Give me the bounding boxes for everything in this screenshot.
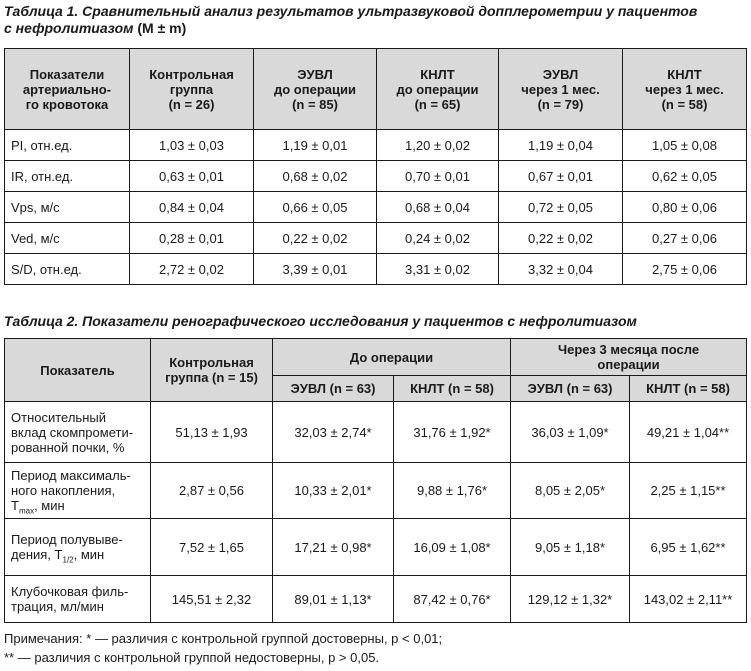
table1-header-eswl-before: ЭУВЛ до операции (n = 85) <box>253 48 377 130</box>
table1-cell: 3,39 ± 0,01 <box>253 253 377 285</box>
table1-row: IR, отн.ед. 0,63 ± 0,01 0,68 ± 0,02 0,70… <box>4 160 747 192</box>
table1-caption: Таблица 1. Сравнительный анализ результа… <box>4 3 697 37</box>
footnote-not-significant: ** — различия с контрольной группой недо… <box>4 650 380 665</box>
table1-cell: 3,31 ± 0,02 <box>376 253 499 285</box>
table1-cell: 0,84 ± 0,04 <box>129 191 254 223</box>
table1-cell: 0,66 ± 0,05 <box>253 191 377 223</box>
table2-cell: 16,09 ± 1,08* <box>393 518 511 576</box>
table2-cell: 36,03 ± 1,09* <box>510 401 630 463</box>
table2-cell: 9,05 ± 1,18* <box>510 518 630 576</box>
table1-caption-tail: с нефролитиазом <box>4 20 134 36</box>
table2-cell: 17,21 ± 0,98* <box>272 518 394 576</box>
table1-cell: 0,80 ± 0,06 <box>622 191 747 223</box>
table1-caption-stat: (M ± m) <box>137 20 187 36</box>
table2: Показатель Контрольная группа (n = 15) Д… <box>4 338 748 623</box>
table2-cell: 31,76 ± 1,92* <box>393 401 511 463</box>
table1-cell: 0,72 ± 0,05 <box>498 191 623 223</box>
table2-cell: 2,87 ± 0,56 <box>150 462 273 519</box>
table2-header-before: До операции <box>272 338 511 376</box>
table2-cell: 87,42 ± 0,76* <box>393 575 511 623</box>
table1-header-pcnl-before: КНЛТ до операции (n = 65) <box>376 48 499 130</box>
table1-header-pcnl-after: КНЛТ через 1 мес. (n = 58) <box>622 48 747 130</box>
table1-cell: 1,20 ± 0,02 <box>376 129 499 161</box>
table1-cell: 0,22 ± 0,02 <box>498 222 623 254</box>
table2-row-label: Период полувыве- дения, T1/2, мин <box>4 518 151 576</box>
table2-cell: 10,33 ± 2,01* <box>272 462 394 519</box>
table2-header-control: Контрольная группа (n = 15) <box>150 338 273 402</box>
table2-cell: 89,01 ± 1,13* <box>272 575 394 623</box>
table1-caption-line2: с нефролитиазом (M ± m) <box>4 20 697 37</box>
footnotes: Примечания: * — различия с контрольной г… <box>4 629 442 667</box>
table2-cell: 7,52 ± 1,65 <box>150 518 273 576</box>
table2-cell: 6,95 ± 1,62** <box>628 518 748 576</box>
table2-cell: 51,13 ± 1,93 <box>150 401 273 463</box>
table1-row: S/D, отн.ед. 2,72 ± 0,02 3,39 ± 0,01 3,3… <box>4 253 747 285</box>
table2-subheader: КНЛТ (n = 58) <box>393 375 511 402</box>
table1-cell: 0,27 ± 0,06 <box>622 222 747 254</box>
table1-cell: 0,68 ± 0,04 <box>376 191 499 223</box>
table2-row: Относительный вклад скомпромети- рованно… <box>4 401 748 463</box>
table2-row: Клубочковая филь- трация, мл/мин 145,51 … <box>4 575 748 623</box>
table1-cell: 1,19 ± 0,01 <box>253 129 377 161</box>
table1-cell: 0,67 ± 0,01 <box>498 160 623 192</box>
table2-subheader: ЭУВЛ (n = 63) <box>510 375 630 402</box>
table1-row-label: PI, отн.ед. <box>4 129 130 161</box>
table1-cell: 0,62 ± 0,05 <box>622 160 747 192</box>
table1-cell: 1,03 ± 0,03 <box>129 129 254 161</box>
table1-cell: 0,22 ± 0,02 <box>253 222 377 254</box>
table2-header-after: Через 3 месяца после операции <box>509 338 748 376</box>
table1: Показатели артериально- го кровотока Кон… <box>4 48 747 285</box>
table1-cell: 2,75 ± 0,06 <box>622 253 747 285</box>
table1-cell: 0,63 ± 0,01 <box>129 160 254 192</box>
table1-row: PI, отн.ед. 1,03 ± 0,03 1,19 ± 0,01 1,20… <box>4 129 747 161</box>
table2-row: Период максималь- ного накопления, Tmax,… <box>4 462 748 519</box>
table2-subheader-row: ЭУВЛ (n = 63) КНЛТ (n = 58) ЭУВЛ (n = 63… <box>5 375 748 402</box>
table1-header-row: Показатели артериально- го кровотока Кон… <box>4 48 747 130</box>
table1-cell: 1,05 ± 0,08 <box>622 129 747 161</box>
table2-row: Период полувыве- дения, T1/2, мин 7,52 ±… <box>4 518 748 576</box>
table2-row-label: Клубочковая филь- трация, мл/мин <box>4 575 151 623</box>
table1-cell: 1,19 ± 0,04 <box>498 129 623 161</box>
footnote-significant: Примечания: * — различия с контрольной г… <box>4 631 443 646</box>
table2-header-indicator: Показатель <box>4 338 151 402</box>
table1-row: Ved, м/с 0,28 ± 0,01 0,22 ± 0,02 0,24 ± … <box>4 222 747 254</box>
table2-cell: 2,25 ± 1,15** <box>628 462 748 519</box>
table1-header-indicator: Показатели артериально- го кровотока <box>4 48 130 130</box>
table1-cell: 2,72 ± 0,02 <box>129 253 254 285</box>
table2-row-label: Относительный вклад скомпромети- рованно… <box>4 401 151 463</box>
table1-row-label: Vps, м/с <box>4 191 130 223</box>
table2-subheader: ЭУВЛ (n = 63) <box>272 375 394 402</box>
table2-cell: 9,88 ± 1,76* <box>393 462 511 519</box>
table2-row-label: Период максималь- ного накопления, Tmax,… <box>4 462 151 519</box>
table2-subheader: КНЛТ (n = 58) <box>628 375 748 402</box>
table2-cell: 8,05 ± 2,05* <box>510 462 630 519</box>
table2-header-row: Показатель Контрольная группа (n = 15) Д… <box>4 338 748 402</box>
table1-row-label: S/D, отн.ед. <box>4 253 130 285</box>
table2-caption: Таблица 2. Показатели ренографического и… <box>4 313 637 329</box>
table1-cell: 0,68 ± 0,02 <box>253 160 377 192</box>
table1-row-label: Ved, м/с <box>4 222 130 254</box>
table2-cell: 129,12 ± 1,32* <box>510 575 630 623</box>
table1-cell: 3,32 ± 0,04 <box>498 253 623 285</box>
table1-header-eswl-after: ЭУВЛ через 1 мес. (n = 79) <box>498 48 623 130</box>
table1-row-label: IR, отн.ед. <box>4 160 130 192</box>
table2-cell: 145,51 ± 2,32 <box>150 575 273 623</box>
table1-row: Vps, м/с 0,84 ± 0,04 0,66 ± 0,05 0,68 ± … <box>4 191 747 223</box>
table1-caption-line1: Таблица 1. Сравнительный анализ результа… <box>4 3 698 19</box>
table2-cell: 32,03 ± 2,74* <box>272 401 394 463</box>
table2-cell: 49,21 ± 1,04** <box>628 401 748 463</box>
table1-cell: 0,24 ± 0,02 <box>376 222 499 254</box>
table2-cell: 143,02 ± 2,11** <box>628 575 748 623</box>
table1-header-control: Контрольная группа (n = 26) <box>129 48 254 130</box>
table1-cell: 0,28 ± 0,01 <box>129 222 254 254</box>
table1-cell: 0,70 ± 0,01 <box>376 160 499 192</box>
